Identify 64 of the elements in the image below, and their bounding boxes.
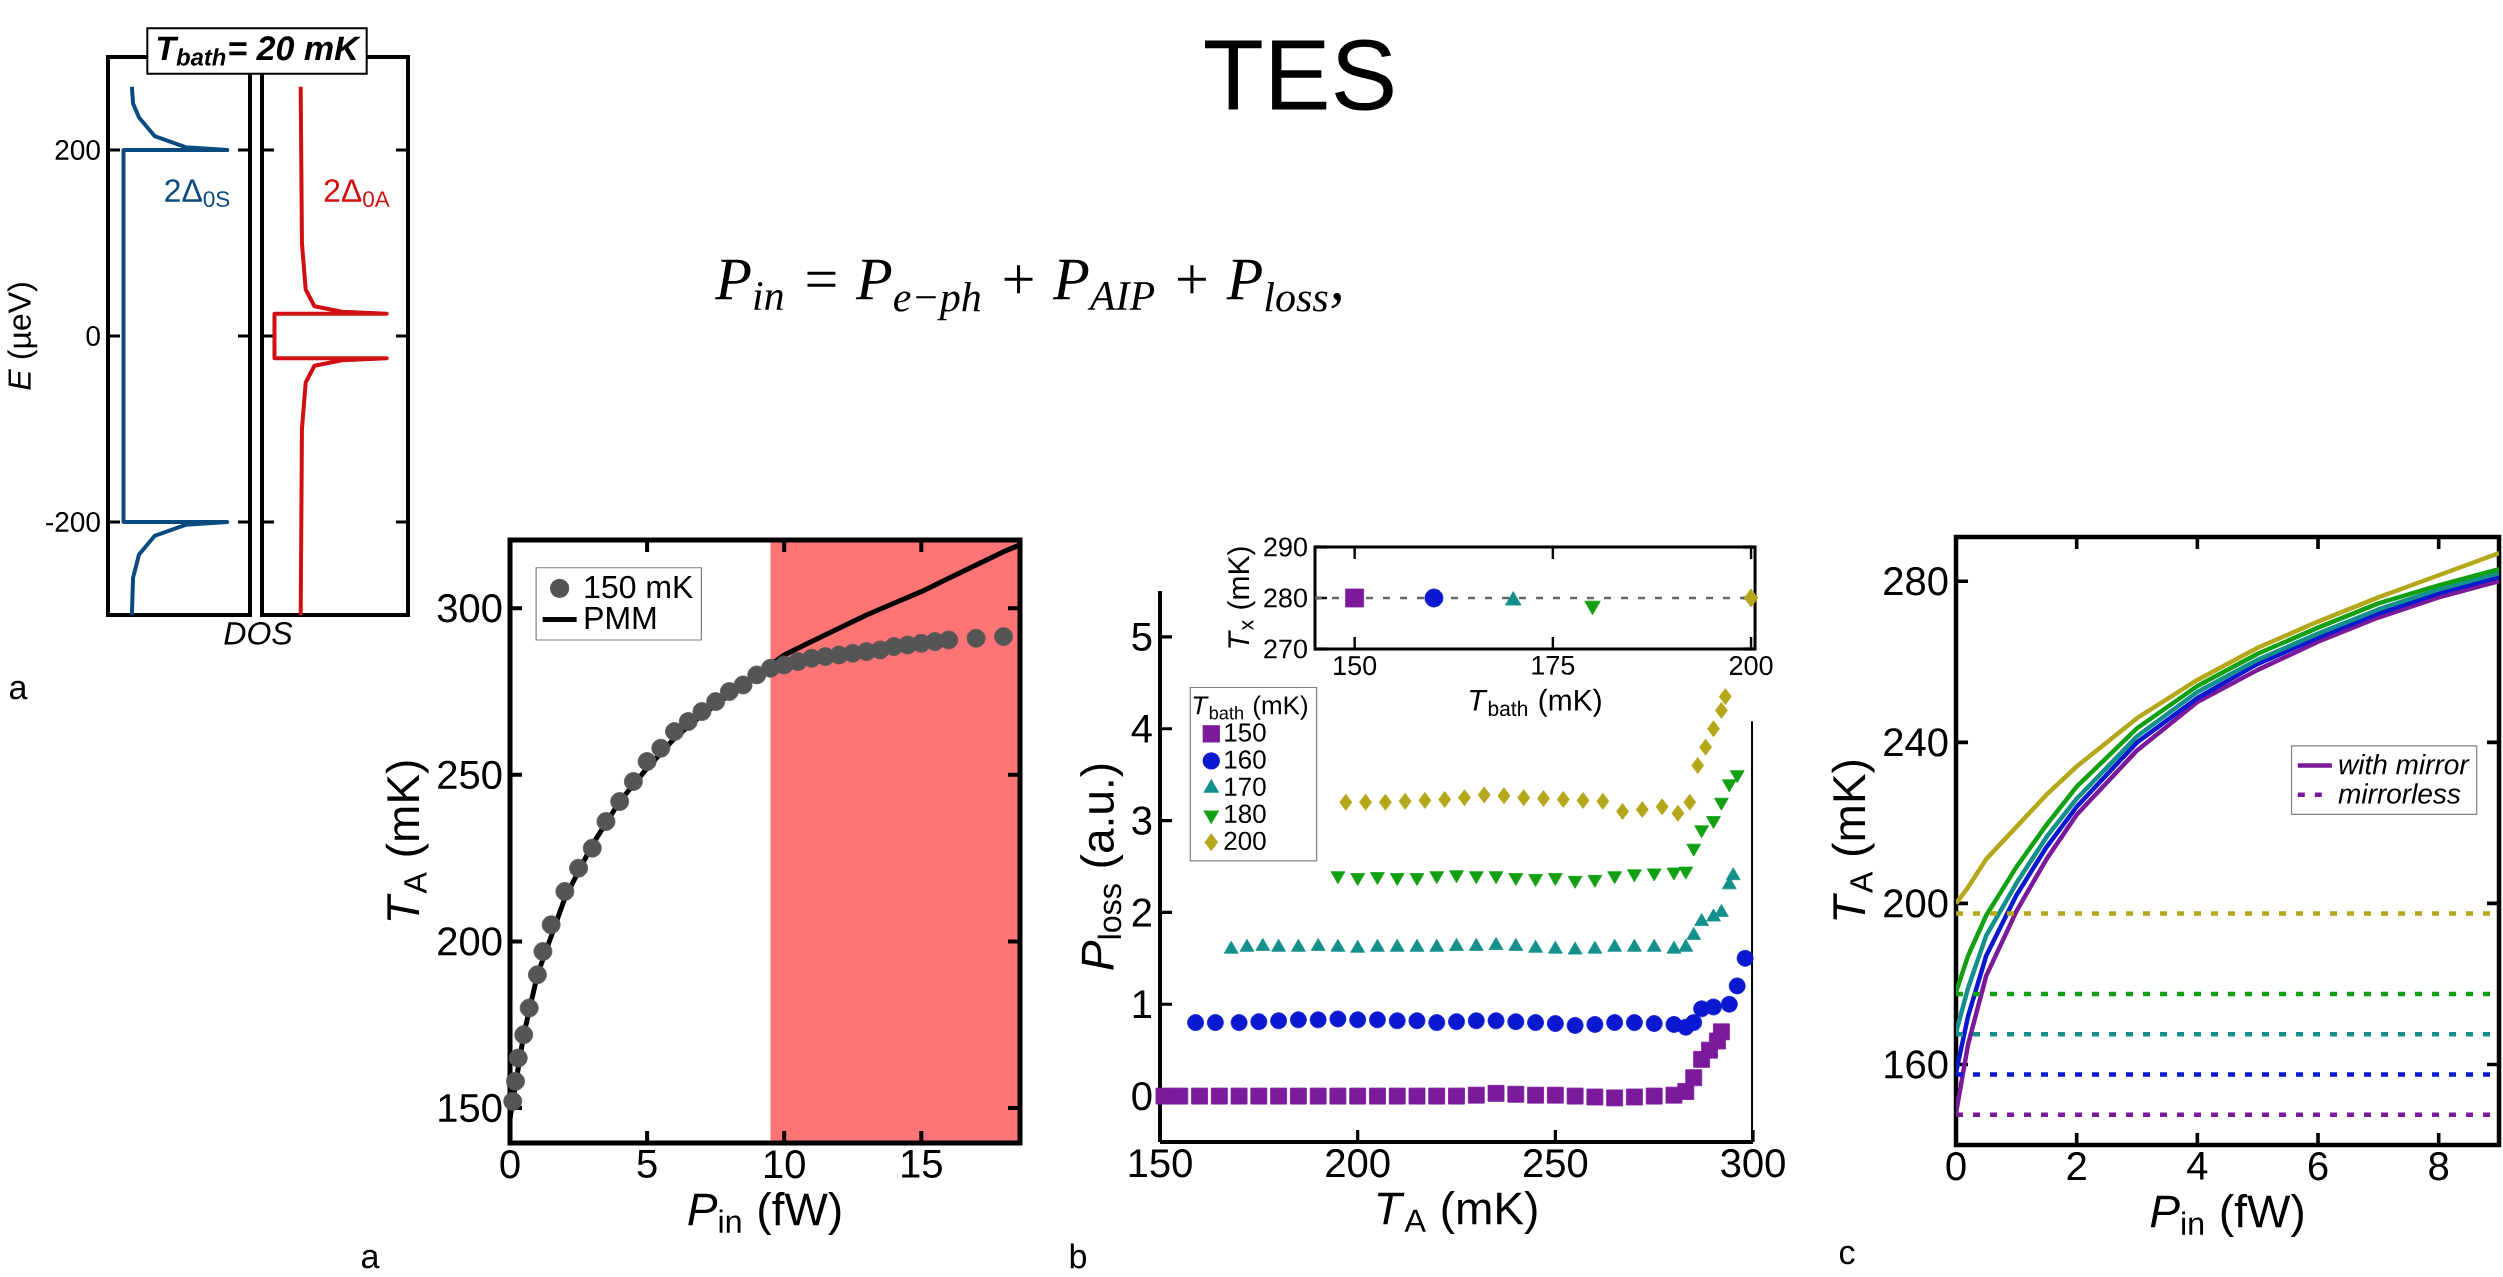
x-tick-label: 6 bbox=[2308, 1152, 2328, 1181]
x-tick-label: 250 bbox=[1523, 1149, 1588, 1178]
legend-label: 180 bbox=[1225, 804, 1266, 824]
text: TES bbox=[1205, 39, 1393, 111]
text: P$_{in}$ = P$_{e−ph}$ + P$_{AIP}$ + P$_{loss}$, bbox=[715, 259, 1341, 321]
y-tick-label: 200 bbox=[1884, 889, 1948, 918]
y-tick-label: 0 bbox=[86, 326, 100, 346]
x-axis-title: P$_{in}$ (fW) bbox=[2150, 1194, 2303, 1237]
y-tick-label: 200 bbox=[438, 927, 502, 956]
x-tick-label: 4 bbox=[2187, 1152, 2208, 1180]
y-axis-title: T$_{x}$ (mK) bbox=[1227, 547, 1256, 648]
x-tick-label: 0 bbox=[500, 1150, 520, 1179]
x-tick-label: 200 bbox=[1326, 1149, 1390, 1178]
x-axis-title: P$_{in}$ (fW) bbox=[688, 1192, 841, 1235]
x-tick-label: 150 bbox=[1334, 656, 1377, 676]
y-axis-title: P$_{loss}$ (a.u.) bbox=[1080, 764, 1124, 970]
x-axis-title: DOS bbox=[224, 622, 293, 645]
x-tick-label: 5 bbox=[637, 1150, 657, 1178]
y-tick-label: 150 bbox=[439, 1093, 502, 1123]
legend-label: mirrorless bbox=[2338, 783, 2461, 804]
y-tick-label: 0 bbox=[1132, 1081, 1152, 1111]
y-tick-label: 270 bbox=[1264, 639, 1307, 659]
y-tick-label: 290 bbox=[1264, 537, 1307, 557]
x-axis-title: T$_{bath}$ (mK) bbox=[1470, 688, 1601, 717]
legend-label: 160 bbox=[1225, 750, 1266, 769]
text: c bbox=[1839, 1245, 1855, 1265]
y-tick-label: -200 bbox=[46, 512, 100, 532]
x-tick-label: 200 bbox=[1729, 656, 1773, 676]
text: b bbox=[1070, 1243, 1087, 1269]
legend-label: 170 bbox=[1225, 777, 1266, 796]
y-tick-label: 1 bbox=[1133, 990, 1152, 1019]
text: a bbox=[361, 1249, 380, 1269]
legend-label: 150 bbox=[1225, 723, 1266, 742]
legend-label: PMM bbox=[585, 607, 656, 630]
chart-title: T$_{bath}$= 20 mK bbox=[157, 36, 361, 66]
y-tick-label: 200 bbox=[55, 140, 100, 160]
y-tick-label: 160 bbox=[1885, 1050, 1948, 1079]
y-axis-title: E (µeV) bbox=[7, 283, 38, 390]
series-label: 2Δ$_{0S}$ bbox=[165, 179, 230, 208]
x-axis-title: T$_{A}$ (mK) bbox=[1377, 1191, 1537, 1234]
series-label: 2Δ$_{0A}$ bbox=[324, 179, 390, 208]
y-tick-label: 3 bbox=[1132, 806, 1152, 835]
x-tick-label: 2 bbox=[2067, 1152, 2086, 1180]
x-tick-label: 0 bbox=[1946, 1152, 1966, 1181]
y-tick-label: 5 bbox=[1132, 622, 1152, 651]
y-tick-label: 4 bbox=[1131, 714, 1152, 743]
x-tick-label: 175 bbox=[1532, 656, 1575, 675]
legend-label: 150 mK bbox=[585, 575, 693, 599]
y-axis-title: T$_{A}$ (mK) bbox=[385, 761, 429, 921]
y-tick-label: 2 bbox=[1132, 898, 1151, 927]
x-tick-label: 8 bbox=[2429, 1152, 2449, 1181]
y-axis-title: T$_{A}$ (mK) bbox=[1831, 761, 1875, 920]
y-tick-label: 240 bbox=[1884, 728, 1948, 757]
x-tick-label: 15 bbox=[902, 1150, 942, 1178]
legend-label: with mirror bbox=[2339, 753, 2470, 775]
y-tick-label: 250 bbox=[438, 760, 502, 790]
text: a bbox=[9, 680, 28, 700]
legend-label: 200 bbox=[1224, 831, 1266, 851]
y-tick-label: 300 bbox=[437, 594, 502, 623]
legend-title: T$_{bath}$ (mK) bbox=[1193, 695, 1308, 720]
x-tick-label: 10 bbox=[765, 1150, 805, 1179]
y-tick-label: 280 bbox=[1264, 588, 1307, 608]
y-tick-label: 280 bbox=[1884, 567, 1948, 596]
x-tick-label: 300 bbox=[1721, 1149, 1785, 1178]
